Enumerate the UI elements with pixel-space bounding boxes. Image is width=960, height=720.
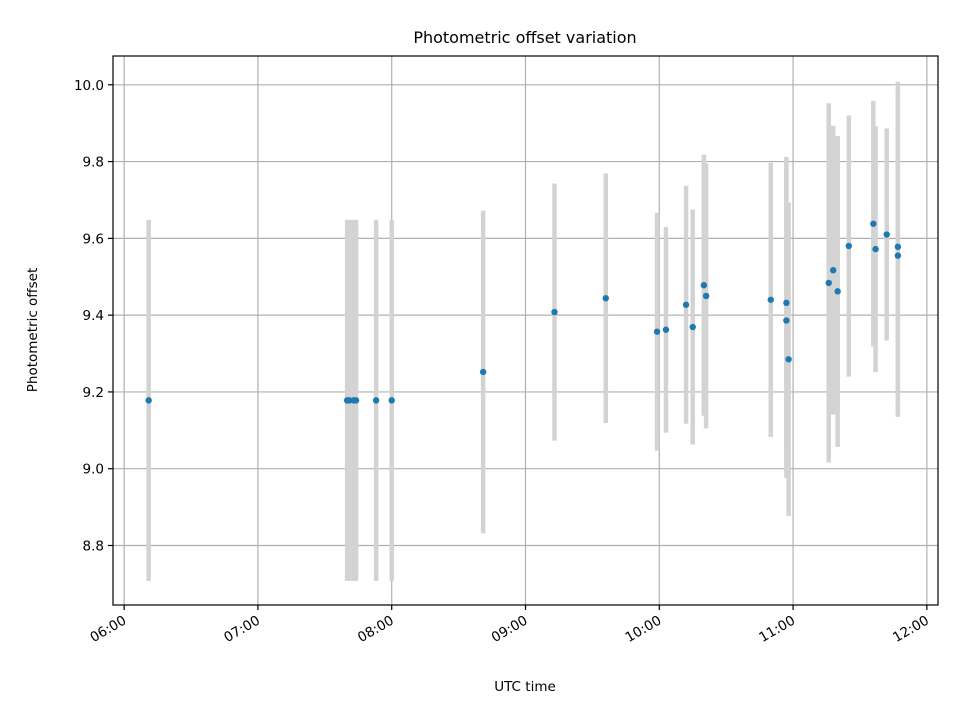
x-tick-label: 07:00 <box>221 613 263 646</box>
data-point <box>783 299 790 307</box>
data-point <box>346 397 353 404</box>
x-tick-label: 06:00 <box>87 613 129 646</box>
data-point <box>388 397 395 404</box>
data-point <box>662 326 670 333</box>
grid-layer <box>113 56 938 605</box>
data-point <box>870 220 877 227</box>
data-point <box>834 288 841 295</box>
x-axis-label: UTC time <box>494 679 556 695</box>
y-axis-label: Photometric offset <box>25 268 41 392</box>
x-tick-label: 11:00 <box>756 613 798 646</box>
tick-layer: 06:00 07:00 08:00 09:00 10:00 11:00 12:00 8.8 9.… <box>74 78 932 646</box>
y-tick-label: 9.0 <box>83 462 104 478</box>
x-tick-label: 08:00 <box>355 613 397 646</box>
data-point <box>682 301 690 308</box>
y-tick-label: 9.2 <box>83 385 104 401</box>
x-tick-label: 12:00 <box>890 613 932 646</box>
data-point <box>689 323 696 331</box>
data-point <box>845 242 853 250</box>
y-tick-label: 9.6 <box>83 231 104 247</box>
data-point <box>372 397 380 404</box>
y-tick-label: 9.4 <box>83 308 104 324</box>
data-point <box>702 292 710 300</box>
data-point <box>883 231 890 238</box>
y-tick-label: 9.8 <box>83 155 104 171</box>
data-point <box>602 295 609 302</box>
data-point <box>785 356 792 363</box>
data-point <box>653 328 661 335</box>
data-point <box>872 245 879 253</box>
data-point <box>145 397 152 404</box>
data-point <box>352 397 360 404</box>
data-point <box>894 252 902 259</box>
y-tick-label: 8.8 <box>83 538 104 554</box>
data-point <box>830 267 837 274</box>
data-point <box>767 296 774 303</box>
x-tick-label: 09:00 <box>489 613 531 646</box>
data-point <box>825 279 832 287</box>
data-point <box>700 281 708 289</box>
chart-title: Photometric offset variation <box>413 28 636 47</box>
data-point <box>894 243 902 251</box>
data-point <box>479 368 487 376</box>
data-point <box>551 308 558 316</box>
x-tick-label: 10:00 <box>623 613 665 646</box>
errorbar-layer <box>146 81 901 581</box>
y-tick-label: 10.0 <box>74 78 104 94</box>
point-layer <box>145 220 902 404</box>
data-point <box>783 317 790 324</box>
